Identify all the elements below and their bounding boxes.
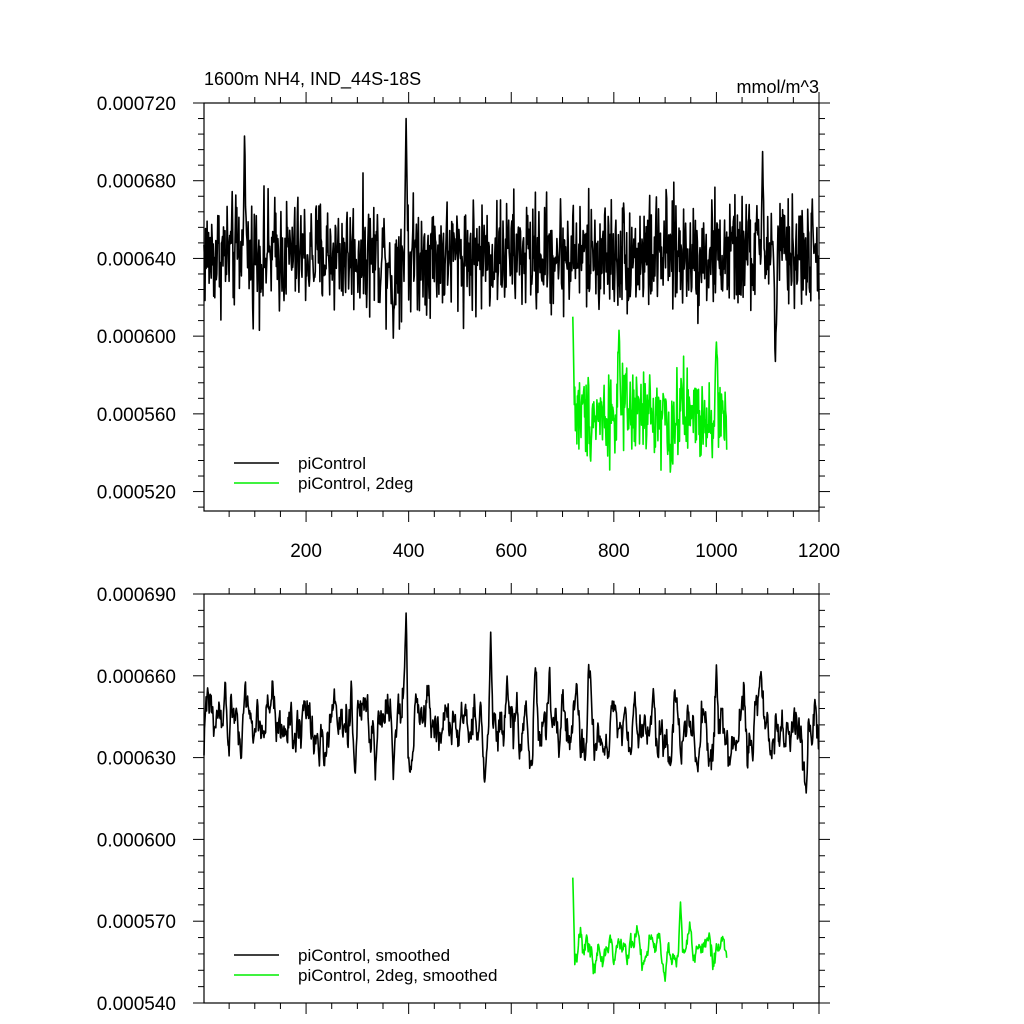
y-tick-label: 0.000600	[97, 830, 176, 851]
y-tick-label: 0.000660	[97, 667, 176, 688]
x-tick-label: 600	[495, 541, 527, 562]
y-tick-label: 0.000540	[97, 994, 176, 1015]
y-tick-label: 0.000720	[97, 94, 176, 115]
series-line-1	[572, 316, 728, 473]
series-line-0	[203, 612, 820, 794]
bottom-panel: 0.000540 0.000570 0.000600 0.000630 0.000660…	[97, 583, 830, 1015]
y-tick-label: 0.000520	[97, 483, 176, 504]
plot-frame	[203, 593, 820, 1004]
x-tick-label: 1200	[798, 541, 840, 562]
x-tick-label: 400	[393, 541, 425, 562]
series-line-1	[572, 877, 728, 982]
y-tick-label: 0.000600	[97, 327, 176, 348]
x-tick-label: 800	[598, 541, 630, 562]
y-tick-label: 0.000680	[97, 172, 176, 193]
y-tick-label: 0.000690	[97, 585, 176, 606]
y-tick-label: 0.000560	[97, 405, 176, 426]
legend-label: piControl	[298, 454, 366, 473]
x-tick-label: 200	[290, 541, 322, 562]
y-tick-label: 0.000630	[97, 749, 176, 770]
top-panel: 0.000520 0.000560 0.000600 0.000640 0.000680…	[97, 69, 840, 562]
chart-title: 1600m NH4, IND_44S-18S	[204, 69, 421, 90]
x-tick-label: 1000	[695, 541, 737, 562]
units-label: mmol/m^3	[737, 77, 819, 97]
plot-frame	[203, 102, 820, 512]
legend-label: piControl, 2deg	[298, 474, 413, 493]
y-tick-label: 0.000640	[97, 249, 176, 270]
series-line-0	[203, 117, 820, 363]
y-tick-label: 0.000570	[97, 912, 176, 933]
legend-label: piControl, smoothed	[298, 946, 450, 965]
legend-label: piControl, 2deg, smoothed	[298, 966, 497, 985]
